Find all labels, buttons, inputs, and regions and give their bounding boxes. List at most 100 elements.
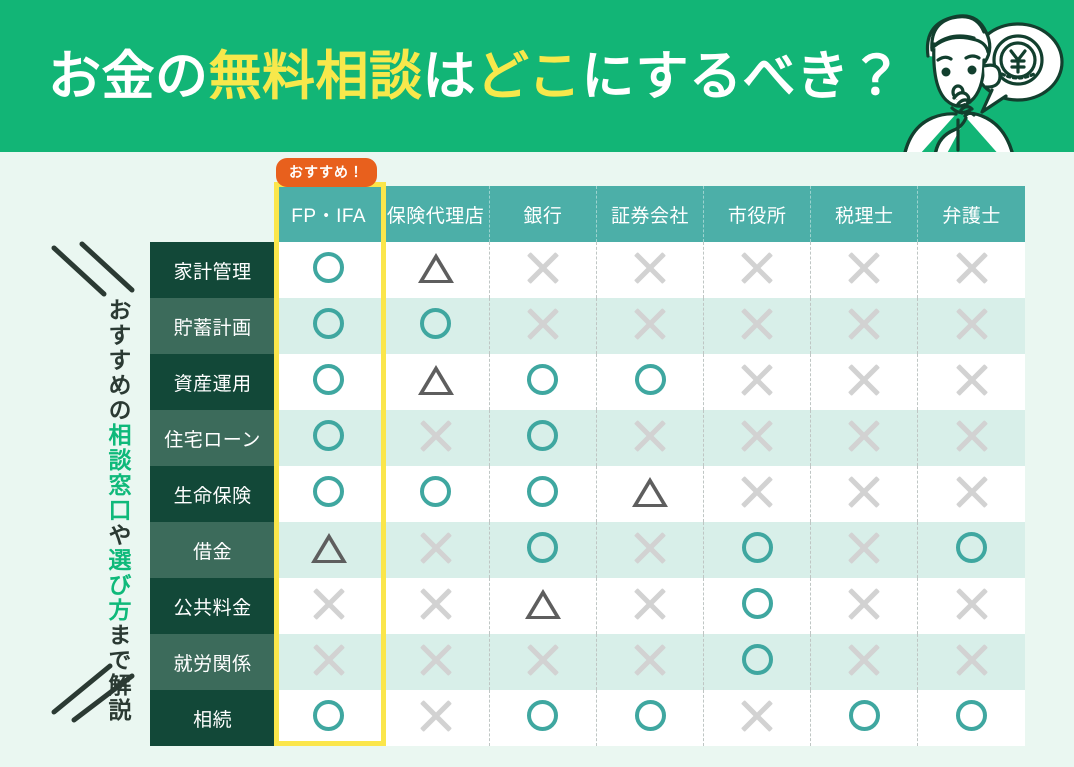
column-header-5: 市役所: [703, 186, 812, 242]
circle-mark-icon: [956, 532, 988, 563]
cell-5-7: [917, 466, 1025, 522]
column-header-3: 銀行: [489, 186, 597, 242]
circle-mark-icon: [420, 308, 452, 339]
cell-1-2: [382, 242, 490, 298]
triangle-mark-icon: [310, 532, 347, 563]
cell-7-7: [917, 578, 1025, 634]
circle-mark-icon: [741, 588, 773, 619]
column-header-7: 弁護士: [917, 186, 1025, 242]
cell-7-6: [810, 578, 919, 634]
circle-mark-icon: [313, 420, 345, 451]
cell-8-2: [382, 634, 490, 690]
cell-8-5: [703, 634, 812, 690]
circle-mark-icon: [313, 308, 345, 339]
cross-mark-icon: [740, 419, 774, 453]
cell-8-7: [917, 634, 1025, 690]
table-row: 資産運用: [150, 354, 1025, 410]
cell-3-7: [917, 354, 1025, 410]
circle-mark-icon: [313, 252, 345, 283]
table-row: 住宅ローン: [150, 410, 1025, 466]
cross-mark-icon: [633, 643, 667, 677]
cross-mark-icon: [955, 251, 989, 285]
cell-5-3: [489, 466, 597, 522]
text-run-0: おすすめの: [105, 298, 131, 423]
cell-5-6: [810, 466, 919, 522]
table-row: 相続: [150, 690, 1025, 746]
cell-8-4: [596, 634, 705, 690]
text-run-3: 選び方: [105, 548, 131, 623]
cell-6-3: [489, 522, 597, 578]
cross-mark-icon: [526, 643, 560, 677]
cell-6-2: [382, 522, 490, 578]
table-row: 生命保険: [150, 466, 1025, 522]
cell-9-3: [489, 690, 597, 746]
cell-2-7: [917, 298, 1025, 354]
cell-5-5: [703, 466, 812, 522]
cell-4-5: [703, 410, 812, 466]
table-corner-cell: [150, 186, 275, 242]
cross-mark-icon: [633, 531, 667, 565]
cross-mark-icon: [740, 475, 774, 509]
cell-7-5: [703, 578, 812, 634]
cross-mark-icon: [419, 699, 453, 733]
row-label-4: 住宅ローン: [150, 410, 276, 466]
thinking-person-illustration: [866, 4, 1066, 152]
cross-mark-icon: [955, 587, 989, 621]
cell-6-4: [596, 522, 705, 578]
cell-2-6: [810, 298, 919, 354]
cell-8-6: [810, 634, 919, 690]
cell-9-1: [275, 690, 383, 746]
cross-mark-icon: [312, 587, 346, 621]
cross-mark-icon: [633, 419, 667, 453]
cell-3-4: [596, 354, 705, 410]
cross-mark-icon: [633, 587, 667, 621]
cross-mark-icon: [419, 643, 453, 677]
cross-mark-icon: [419, 531, 453, 565]
cross-mark-icon: [955, 307, 989, 341]
table-row: 借金: [150, 522, 1025, 578]
cross-mark-icon: [740, 363, 774, 397]
header-banner: お金の無料相談はどこにするべき？: [0, 0, 1074, 152]
cell-3-3: [489, 354, 597, 410]
cross-mark-icon: [740, 307, 774, 341]
triangle-mark-icon: [417, 252, 454, 283]
circle-mark-icon: [527, 420, 559, 451]
table-row: 貯蓄計画: [150, 298, 1025, 354]
cell-9-5: [703, 690, 812, 746]
column-header-6: 税理士: [810, 186, 919, 242]
cell-3-1: [275, 354, 383, 410]
circle-mark-icon: [741, 532, 773, 563]
row-label-3: 資産運用: [150, 354, 276, 410]
cell-3-6: [810, 354, 919, 410]
side-vertical-copy: おすすめの相談窓口や選び方まで解説: [60, 298, 136, 723]
text-run-1: 無料相談: [208, 47, 423, 106]
cell-1-3: [489, 242, 597, 298]
row-label-7: 公共料金: [150, 578, 276, 634]
cell-6-5: [703, 522, 812, 578]
cross-mark-icon: [847, 419, 881, 453]
page-title: お金の無料相談はどこにするべき？: [48, 50, 903, 103]
row-label-6: 借金: [150, 522, 276, 578]
cell-3-2: [382, 354, 490, 410]
cell-9-7: [917, 690, 1025, 746]
cell-7-3: [489, 578, 597, 634]
row-label-9: 相続: [150, 690, 276, 746]
cell-4-4: [596, 410, 705, 466]
cell-2-5: [703, 298, 812, 354]
cross-mark-icon: [740, 251, 774, 285]
cross-mark-icon: [847, 475, 881, 509]
row-label-2: 貯蓄計画: [150, 298, 276, 354]
cross-mark-icon: [955, 475, 989, 509]
cell-8-1: [275, 634, 383, 690]
cell-7-2: [382, 578, 490, 634]
table-row: 就労関係: [150, 634, 1025, 690]
cross-mark-icon: [847, 531, 881, 565]
cell-6-6: [810, 522, 919, 578]
cross-mark-icon: [419, 587, 453, 621]
text-run-3: どこ: [476, 47, 582, 106]
cell-6-7: [917, 522, 1025, 578]
cross-mark-icon: [526, 307, 560, 341]
cell-9-2: [382, 690, 490, 746]
cell-2-2: [382, 298, 490, 354]
circle-mark-icon: [527, 476, 559, 507]
